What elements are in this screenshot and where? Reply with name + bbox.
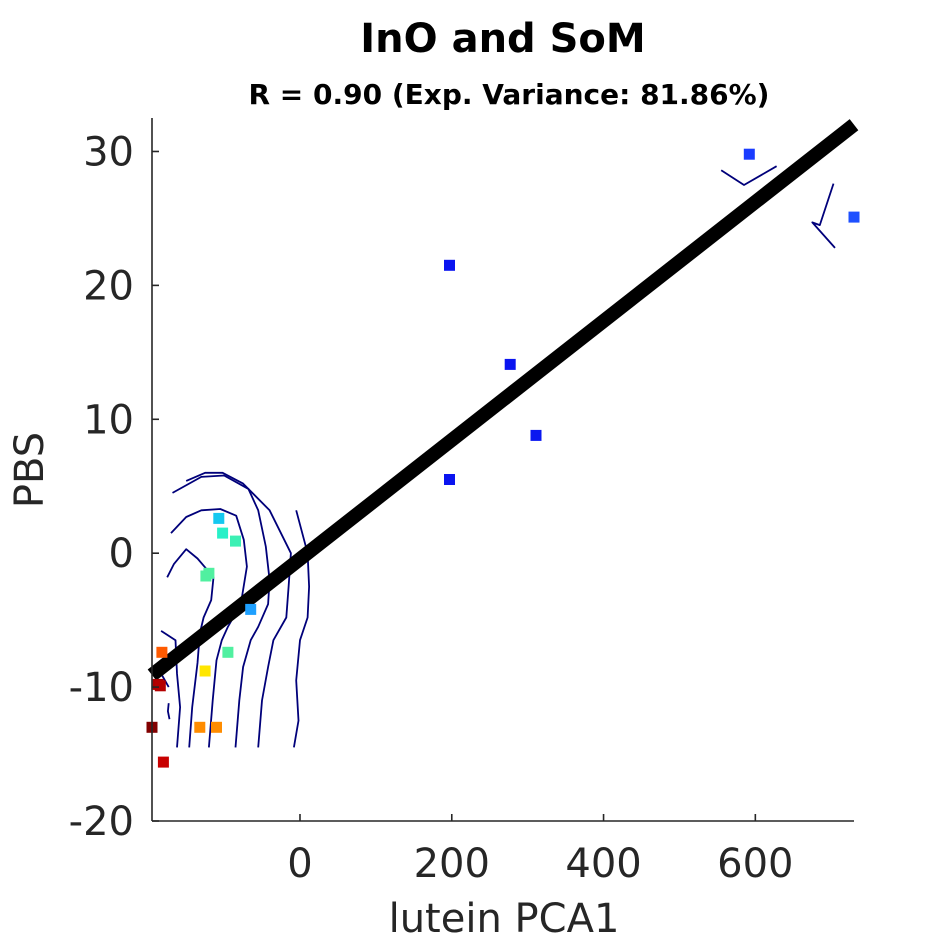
data-point-7 bbox=[217, 527, 229, 539]
regression-line-group bbox=[147, 119, 859, 681]
contour-line-1 bbox=[167, 703, 171, 720]
data-point-8 bbox=[230, 535, 241, 547]
contour-line-4 bbox=[170, 508, 248, 748]
x-axis-label: lutein PCA1 bbox=[389, 896, 620, 942]
contour-line-3 bbox=[166, 548, 215, 748]
contour-line-8 bbox=[720, 165, 778, 186]
data-point-12 bbox=[222, 646, 234, 658]
y-axis-ticks: -20 -10 0 10 20 30 bbox=[69, 129, 159, 845]
y-tick-label-30: 30 bbox=[83, 129, 134, 175]
regression-line bbox=[147, 119, 859, 681]
data-point-17 bbox=[194, 721, 206, 733]
data-point-0 bbox=[743, 148, 755, 160]
x-tick-label-200: 200 bbox=[414, 841, 490, 887]
data-point-18 bbox=[211, 721, 222, 733]
data-point-14 bbox=[199, 665, 211, 677]
density-contours bbox=[153, 165, 836, 748]
data-point-16 bbox=[154, 680, 166, 692]
data-point-11 bbox=[245, 603, 257, 615]
x-tick-label-400: 400 bbox=[565, 841, 641, 887]
x-tick-label-0: 0 bbox=[287, 841, 312, 887]
data-point-3 bbox=[504, 358, 516, 370]
data-point-1 bbox=[848, 211, 860, 223]
data-point-10 bbox=[200, 570, 212, 582]
axes bbox=[151, 118, 854, 822]
y-tick-label--10: -10 bbox=[69, 665, 134, 711]
data-point-2 bbox=[444, 259, 455, 271]
chart-subtitle: R = 0.90 (Exp. Variance: 81.86%) bbox=[249, 78, 770, 111]
y-tick-label-0: 0 bbox=[109, 531, 134, 577]
y-axis-label: PBS bbox=[7, 432, 53, 508]
x-tick-label-600: 600 bbox=[717, 841, 793, 887]
y-tick-label-10: 10 bbox=[83, 397, 134, 443]
data-point-20 bbox=[157, 756, 169, 768]
data-points bbox=[146, 148, 860, 768]
data-point-13 bbox=[156, 646, 168, 658]
y-tick-label-20: 20 bbox=[83, 263, 134, 309]
data-point-4 bbox=[530, 429, 542, 441]
data-point-5 bbox=[444, 474, 455, 485]
x-axis-ticks: 0 200 400 600 bbox=[287, 814, 794, 887]
data-point-6 bbox=[213, 512, 225, 524]
contour-line-9 bbox=[811, 183, 836, 249]
y-tick-label--20: -20 bbox=[69, 799, 134, 845]
contour-line-2 bbox=[160, 630, 181, 748]
chart-title: InO and SoM bbox=[360, 16, 645, 62]
